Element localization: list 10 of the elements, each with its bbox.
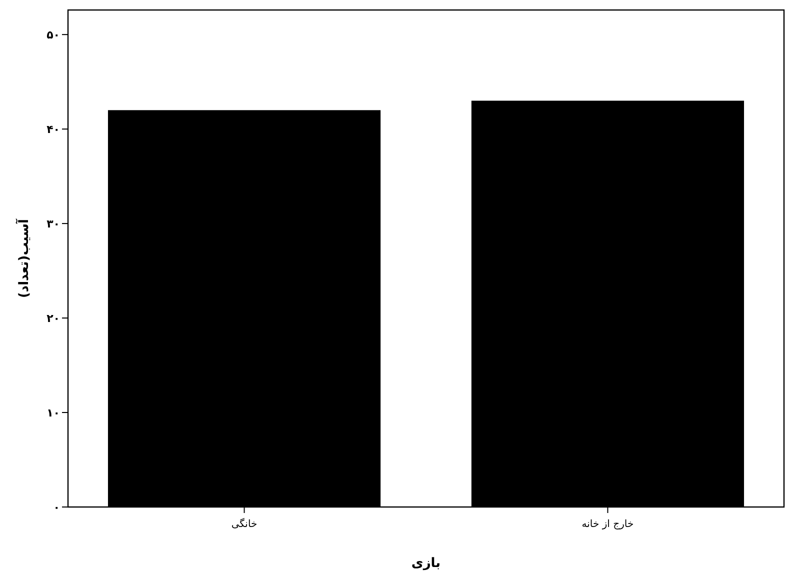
y-tick-label: ۰ <box>53 500 60 514</box>
x-tick-label: خانگی <box>231 518 258 530</box>
y-tick-label: ۱۰ <box>46 406 60 420</box>
y-tick-label: ۴۰ <box>46 122 60 136</box>
x-axis-title: بازی <box>411 556 441 571</box>
y-tick-label: ۳۰ <box>46 217 60 230</box>
y-axis-title: آسیب(تعداد) <box>15 218 32 298</box>
x-tick-label: خارج از خانه <box>582 519 634 530</box>
y-tick-label: ۲۰ <box>46 312 60 325</box>
y-tick-label: ۵۰ <box>46 28 60 42</box>
